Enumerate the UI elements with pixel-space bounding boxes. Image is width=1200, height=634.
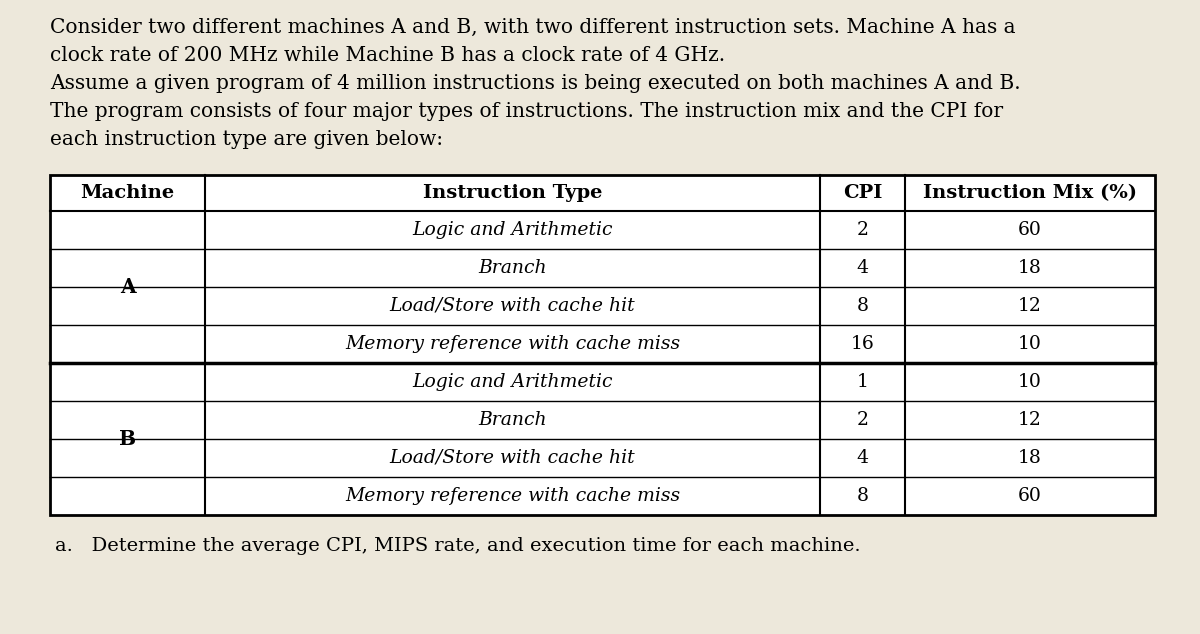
Text: 12: 12: [1018, 411, 1042, 429]
Bar: [50, 175, 1154, 515]
Text: The program consists of four major types of instructions. The instruction mix an: The program consists of four major types…: [50, 102, 1003, 121]
Text: 4: 4: [857, 259, 869, 277]
Text: 60: 60: [1018, 221, 1042, 239]
Text: Instruction Mix (%): Instruction Mix (%): [923, 184, 1138, 202]
Text: 60: 60: [1018, 487, 1042, 505]
Text: Load/Store with cache hit: Load/Store with cache hit: [390, 297, 635, 315]
Text: Machine: Machine: [80, 184, 174, 202]
Text: A: A: [120, 277, 136, 297]
Text: Branch: Branch: [478, 411, 547, 429]
Text: 18: 18: [1018, 259, 1042, 277]
Bar: [50, 175, 1154, 515]
Text: 8: 8: [857, 297, 869, 315]
Text: Consider two different machines A and B, with two different instruction sets. Ma: Consider two different machines A and B,…: [50, 18, 1015, 37]
Text: 1: 1: [857, 373, 869, 391]
Text: Memory reference with cache miss: Memory reference with cache miss: [344, 335, 680, 353]
Text: Assume a given program of 4 million instructions is being executed on both machi: Assume a given program of 4 million inst…: [50, 74, 1021, 93]
Text: a.   Determine the average CPI, MIPS rate, and execution time for each machine.: a. Determine the average CPI, MIPS rate,…: [55, 537, 860, 555]
Text: B: B: [119, 429, 136, 449]
Text: Instruction Type: Instruction Type: [422, 184, 602, 202]
Text: Logic and Arithmetic: Logic and Arithmetic: [413, 221, 613, 239]
Text: Load/Store with cache hit: Load/Store with cache hit: [390, 449, 635, 467]
Text: 8: 8: [857, 487, 869, 505]
Text: clock rate of 200 MHz while Machine B has a clock rate of 4 GHz.: clock rate of 200 MHz while Machine B ha…: [50, 46, 725, 65]
Text: 10: 10: [1018, 373, 1042, 391]
Text: Memory reference with cache miss: Memory reference with cache miss: [344, 487, 680, 505]
Text: 18: 18: [1018, 449, 1042, 467]
Text: 16: 16: [851, 335, 875, 353]
Text: 2: 2: [857, 221, 869, 239]
Text: 10: 10: [1018, 335, 1042, 353]
Text: 2: 2: [857, 411, 869, 429]
Text: Logic and Arithmetic: Logic and Arithmetic: [413, 373, 613, 391]
Text: Branch: Branch: [478, 259, 547, 277]
Text: each instruction type are given below:: each instruction type are given below:: [50, 130, 443, 149]
Text: 4: 4: [857, 449, 869, 467]
Text: 12: 12: [1018, 297, 1042, 315]
Text: CPI: CPI: [842, 184, 882, 202]
